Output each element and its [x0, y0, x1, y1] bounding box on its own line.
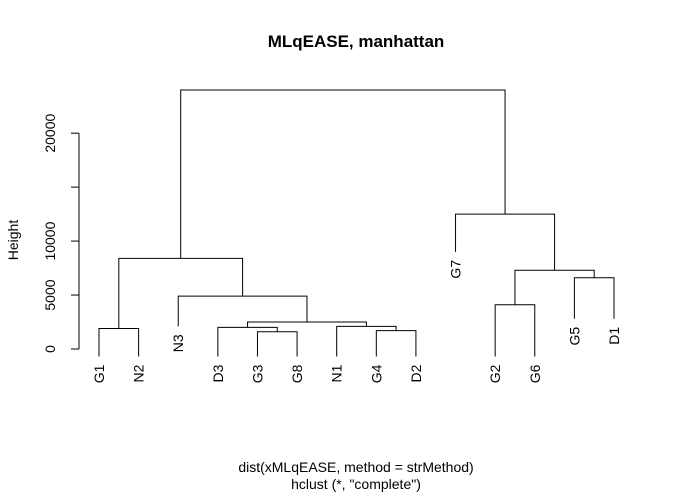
- dendrogram-branch: [119, 258, 243, 328]
- leaf-labels: G1 N2 N3 D3 G3 G8 N1 G4 D2 G7 G2 G6 G5 D1: [91, 260, 622, 384]
- leaf-label: G2: [487, 364, 503, 383]
- x-axis-label: dist(xMLqEASE, method = strMethod): [238, 459, 473, 475]
- y-tick-label: 0: [42, 345, 58, 353]
- dendrogram-branch: [574, 278, 614, 319]
- method-sublabel: hclust (*, "complete"): [291, 476, 421, 492]
- y-tick-label: 10000: [42, 221, 58, 260]
- leaf-label: N2: [131, 364, 147, 382]
- dendrogram-branch: [181, 90, 505, 258]
- y-axis-label: Height: [5, 220, 21, 261]
- dendrogram-branches: [99, 90, 614, 357]
- leaf-label: G6: [527, 364, 543, 383]
- leaf-label: D3: [210, 364, 226, 382]
- leaf-label: G5: [566, 327, 582, 346]
- dendrogram-branch: [257, 332, 297, 357]
- leaf-label: G1: [91, 364, 107, 383]
- dendrogram-branch: [456, 214, 555, 270]
- leaf-label: D2: [408, 364, 424, 382]
- y-tick-label: 20000: [42, 113, 58, 152]
- y-tick-label: 5000: [42, 279, 58, 310]
- leaf-label: G7: [448, 260, 464, 279]
- y-axis: 0 5000 10000 20000: [42, 113, 79, 352]
- leaf-label: G4: [368, 364, 384, 383]
- chart-title: MLqEASE, manhattan: [268, 32, 445, 51]
- dendrogram-branch: [515, 270, 594, 305]
- dendrogram-branch: [495, 305, 535, 357]
- leaf-label: N3: [170, 334, 186, 352]
- dendrogram-branch: [376, 331, 416, 357]
- leaf-label: D1: [606, 327, 622, 345]
- leaf-label: G3: [249, 364, 265, 383]
- dendrogram-branch: [99, 328, 139, 356]
- leaf-label: N1: [329, 364, 345, 382]
- leaf-label: G8: [289, 364, 305, 383]
